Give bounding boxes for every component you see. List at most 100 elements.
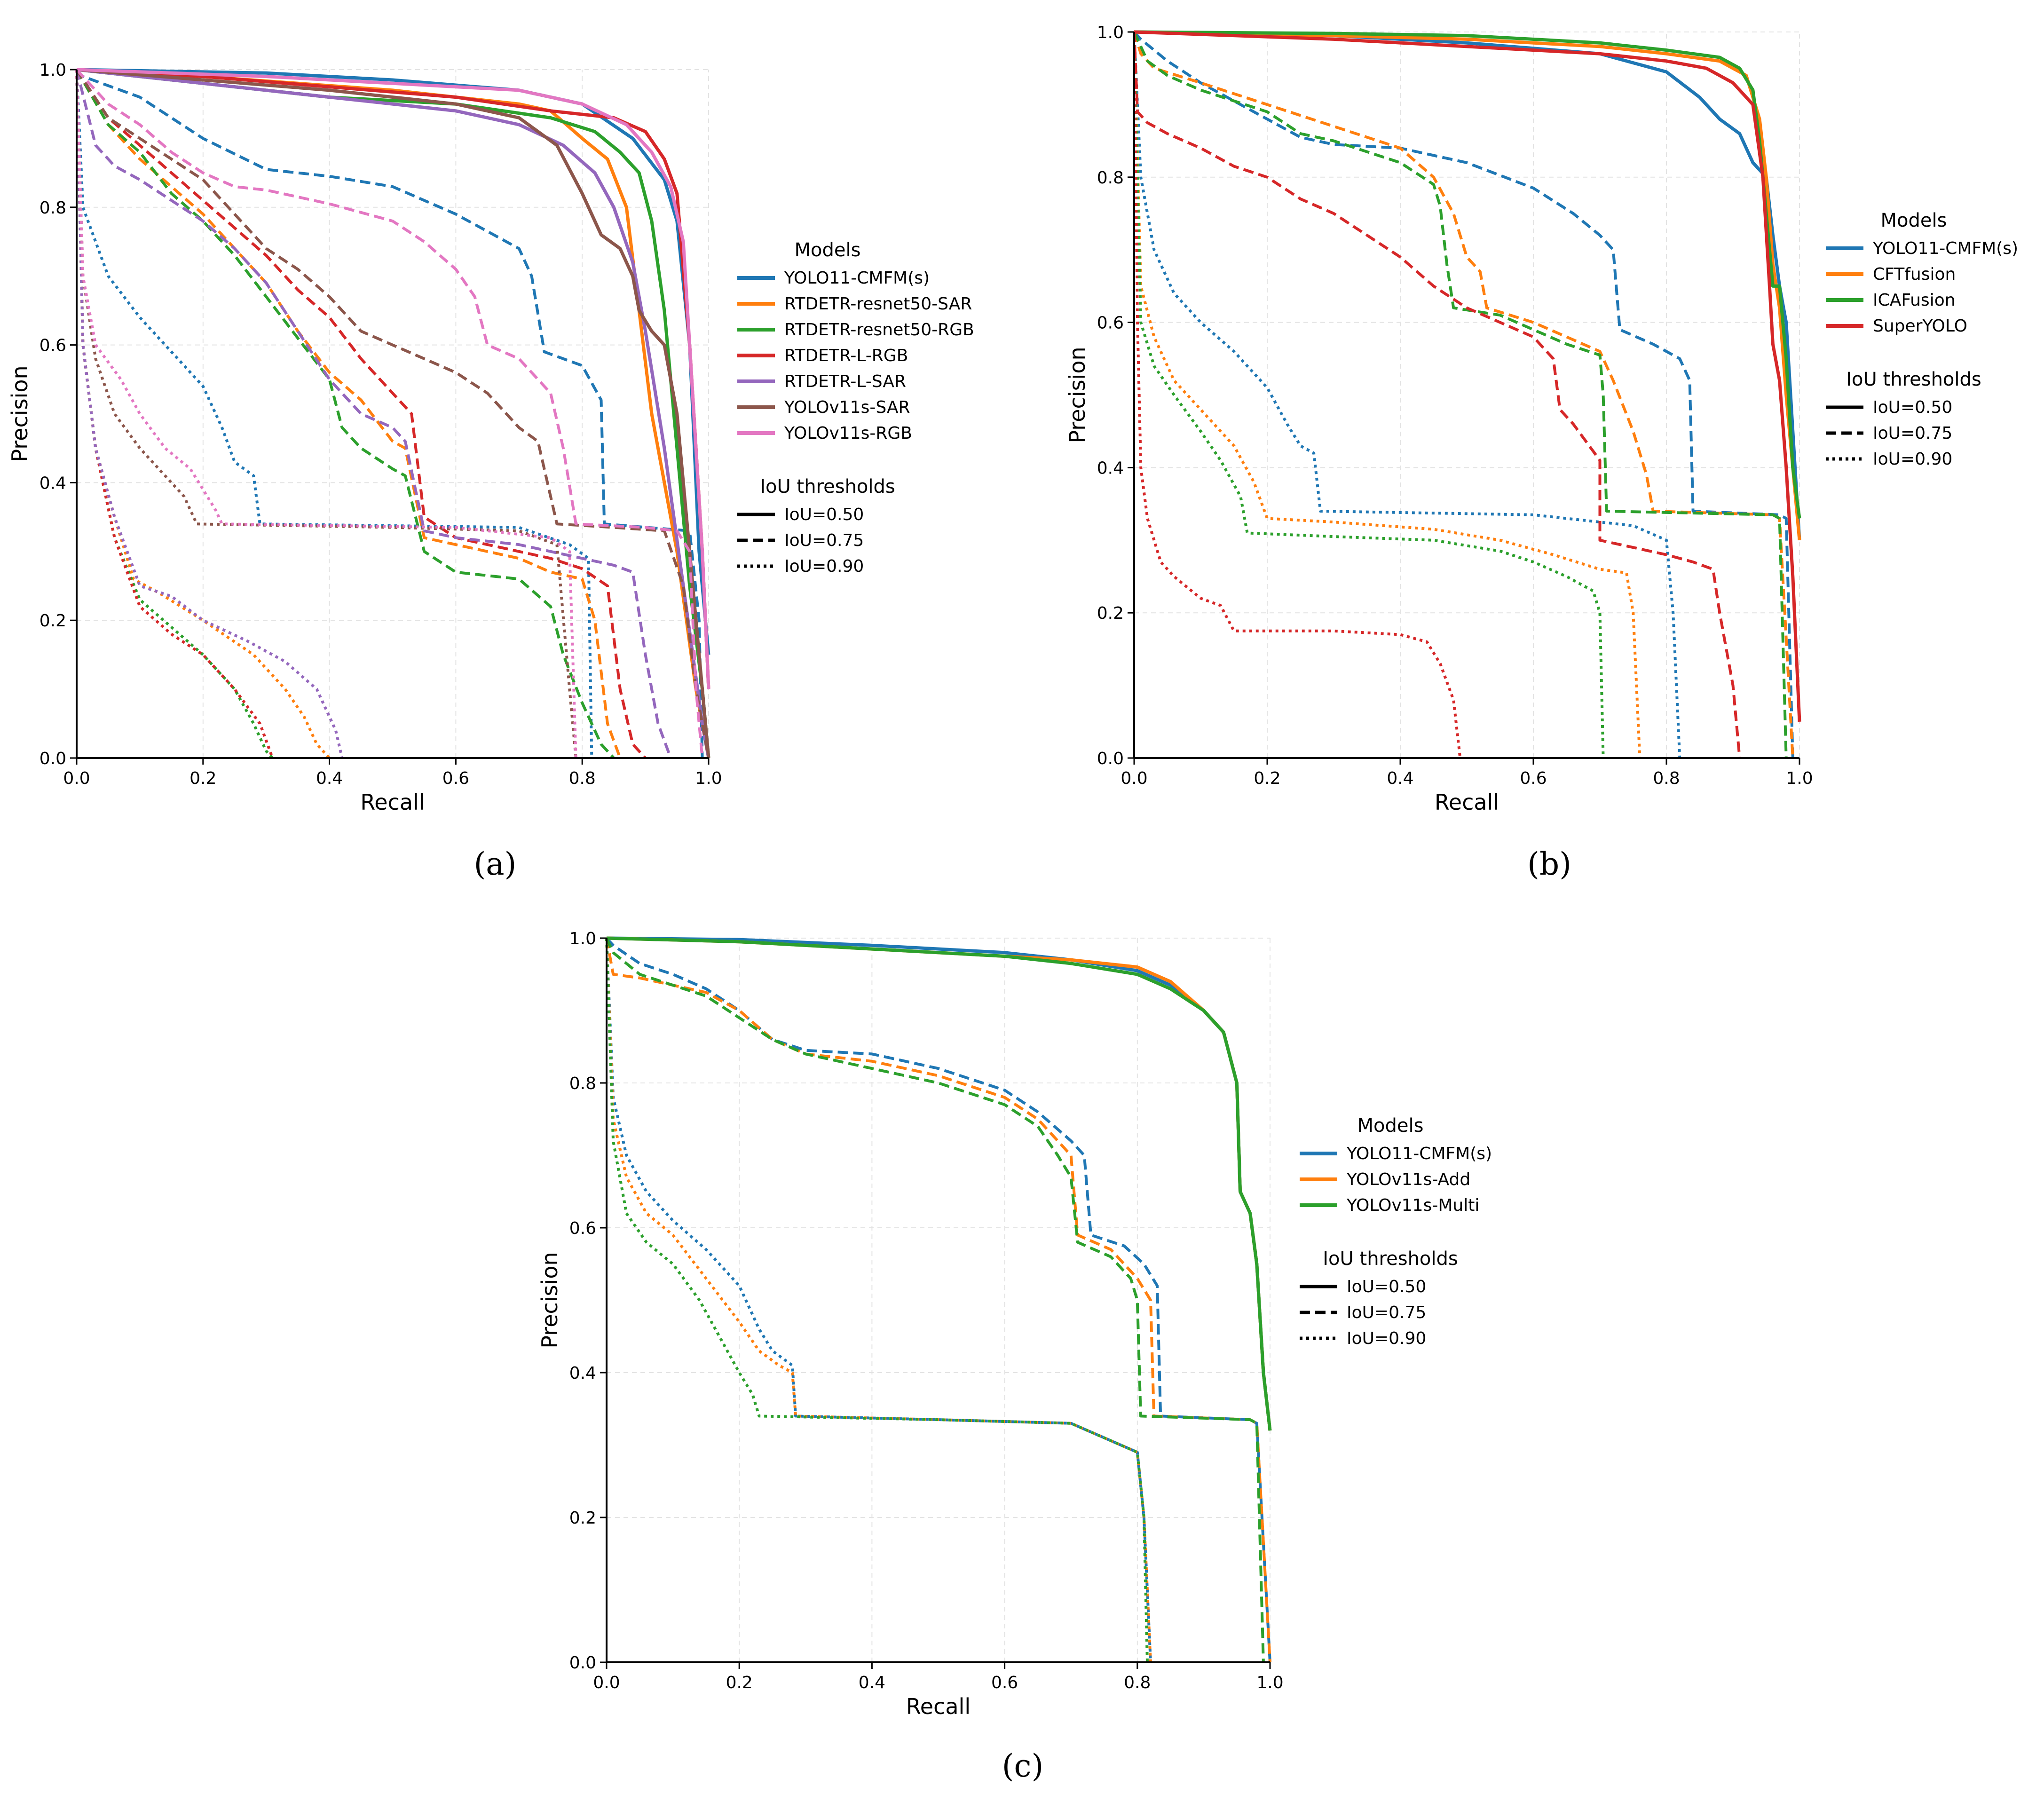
legend-item-label: CFTfusion [1873, 265, 1956, 284]
series-line-yolov11s-add-iou90 [605, 938, 1152, 1663]
legend-item-label: YOLOv11s-SAR [784, 398, 910, 417]
legend-models-title: Models [1357, 1115, 1424, 1137]
series-line-icafusion-iou75 [1133, 31, 1788, 758]
legend-iou-label: IoU=0.50 [1873, 398, 1952, 417]
y-tick-label: 0.0 [39, 749, 66, 768]
series-line-yolo11-cmfm-s--iou50 [1134, 30, 1801, 541]
legend: Models YOLO11-CMFM(s) CFTfusion ICAFusion Su… [1826, 210, 2018, 469]
series-line-rtdetr-l-sar-iou50 [76, 68, 710, 758]
legend-item-label: YOLOv11s-Multi [1346, 1196, 1479, 1215]
series-line-superyolo-iou90 [1133, 32, 1462, 758]
series-line-superyolo-iou50 [1134, 30, 1801, 722]
series-line-yolo11-cmfm-s--iou75 [605, 937, 1271, 1663]
panel-label: (a) [474, 846, 517, 882]
x-tick-label: 0.0 [63, 769, 90, 788]
x-tick-label: 0.8 [1124, 1673, 1151, 1692]
y-axis-title: Precision [537, 1252, 562, 1348]
series-line-yolov11s-rgb-iou50 [76, 68, 710, 689]
series-line-yolo11-cmfm-s--iou90 [75, 69, 593, 758]
y-tick-label: 0.2 [39, 611, 66, 631]
series-line-yolov11s-multi-iou90 [605, 938, 1149, 1663]
legend: Models YOLO11-CMFM(s) RTDETR-resnet50-SAR R… [737, 239, 974, 576]
legend-item-label: YOLO11-CMFM(s) [1872, 239, 2018, 258]
y-tick-label: 1.0 [569, 929, 596, 948]
series-line-yolov11s-multi-iou75 [605, 937, 1265, 1663]
x-tick-label: 1.0 [1256, 1673, 1283, 1692]
x-tick-label: 0.2 [726, 1673, 753, 1692]
series-line-superyolo-iou75 [1133, 32, 1741, 758]
legend-item-label: RTDETR-resnet50-SAR [784, 294, 972, 314]
series-line-yolo11-cmfm-s--iou90 [1133, 32, 1681, 758]
y-tick-label: 0.8 [569, 1074, 596, 1093]
legend-iou-title: IoU thresholds [1323, 1248, 1458, 1270]
y-axis-title: Precision [1065, 347, 1090, 443]
series-line-icafusion-iou90 [1133, 32, 1605, 758]
legend: Models YOLO11-CMFM(s) YOLOv11s-Add YOLOv11s… [1300, 1115, 1492, 1348]
y-axis-title: Precision [7, 365, 32, 462]
legend-iou-label: IoU=0.90 [784, 557, 864, 576]
x-tick-label: 1.0 [1786, 769, 1813, 788]
series-line-rtdetr-l-rgb-iou90 [75, 69, 274, 759]
legend-iou-label: IoU=0.90 [1873, 450, 1952, 469]
y-tick-label: 0.0 [569, 1653, 596, 1673]
y-tick-label: 0.2 [569, 1509, 596, 1528]
series-line-icafusion-iou50 [1134, 30, 1801, 519]
series-line-rtdetr-resnet50-sar-iou75 [75, 69, 622, 759]
legend-item-label: RTDETR-resnet50-RGB [784, 320, 974, 340]
x-axis-title: Recall [906, 1694, 971, 1719]
x-tick-label: 0.6 [991, 1673, 1018, 1692]
series-line-cftfusion-iou90 [1133, 32, 1642, 758]
legend-item-label: RTDETR-L-SAR [784, 372, 906, 391]
x-tick-label: 1.0 [695, 769, 722, 788]
series-line-cftfusion-iou75 [1133, 32, 1794, 758]
series-line-yolo11-cmfm-s--iou50 [606, 936, 1272, 1431]
legend-item-label: YOLO11-CMFM(s) [1346, 1144, 1492, 1163]
series-line-rtdetr-l-sar-iou90 [75, 69, 344, 758]
y-tick-label: 0.0 [1097, 749, 1124, 768]
series-line-yolov11s-rgb-iou75 [75, 68, 704, 758]
legend-item-label: YOLO11-CMFM(s) [784, 269, 930, 288]
legend-iou-title: IoU thresholds [1846, 369, 1981, 390]
series-line-rtdetr-l-rgb-iou50 [76, 68, 710, 689]
x-tick-label: 0.2 [189, 769, 216, 788]
series-line-yolo11-cmfm-s--iou50 [76, 68, 710, 655]
panel-label: (c) [1002, 1748, 1043, 1784]
x-tick-label: 0.8 [569, 769, 596, 788]
y-tick-label: 0.8 [39, 198, 66, 218]
x-tick-label: 0.8 [1653, 769, 1680, 788]
series-line-rtdetr-l-sar-iou75 [75, 69, 672, 759]
y-tick-label: 0.6 [1097, 314, 1124, 333]
legend-iou-label: IoU=0.90 [1347, 1329, 1426, 1348]
series-line-rtdetr-l-rgb-iou75 [75, 69, 647, 759]
series-line-yolov11s-sar-iou50 [76, 68, 710, 758]
series-line-rtdetr-resnet50-rgb-iou75 [75, 69, 615, 759]
x-axis-title: Recall [1435, 790, 1499, 815]
y-tick-label: 0.6 [569, 1219, 596, 1238]
x-tick-label: 0.2 [1254, 769, 1280, 788]
chart-panel-b: 0.0 0.2 0.4 0.6 0.8 1.0 0.0 0.2 0.4 0.6 0.8 1.0 Reca… [1065, 23, 2018, 882]
series-line-yolov11s-rgb-iou90 [75, 69, 577, 758]
x-tick-label: 0.4 [859, 1673, 885, 1692]
y-tick-label: 0.6 [39, 336, 66, 355]
series-line-cftfusion-iou50 [1134, 30, 1801, 541]
series-line-yolov11s-sar-iou75 [75, 69, 710, 758]
y-tick-label: 1.0 [39, 61, 66, 80]
x-tick-label: 0.4 [316, 769, 343, 788]
legend-item-label: SuperYOLO [1873, 316, 1967, 336]
legend-iou-title: IoU thresholds [760, 476, 895, 498]
y-tick-label: 0.4 [1097, 458, 1124, 478]
y-tick-label: 0.2 [1097, 604, 1124, 623]
x-tick-label: 0.6 [1520, 769, 1547, 788]
series-line-yolo11-cmfm-s--iou90 [605, 938, 1152, 1663]
x-tick-label: 0.0 [1121, 769, 1147, 788]
legend-models-title: Models [1881, 210, 1947, 231]
x-tick-label: 0.6 [442, 769, 469, 788]
series-line-yolov11s-add-iou75 [605, 938, 1271, 1663]
y-tick-label: 0.8 [1097, 168, 1124, 188]
legend-iou-label: IoU=0.75 [1873, 424, 1952, 443]
y-tick-label: 1.0 [1097, 23, 1124, 42]
x-tick-label: 0.0 [593, 1673, 620, 1692]
chart-panel-c: 0.0 0.2 0.4 0.6 0.8 1.0 0.0 0.2 0.4 0.6 0.8 1.0 Reca… [537, 929, 1492, 1784]
legend-iou-label: IoU=0.50 [784, 505, 864, 524]
y-tick-label: 0.4 [39, 474, 66, 493]
